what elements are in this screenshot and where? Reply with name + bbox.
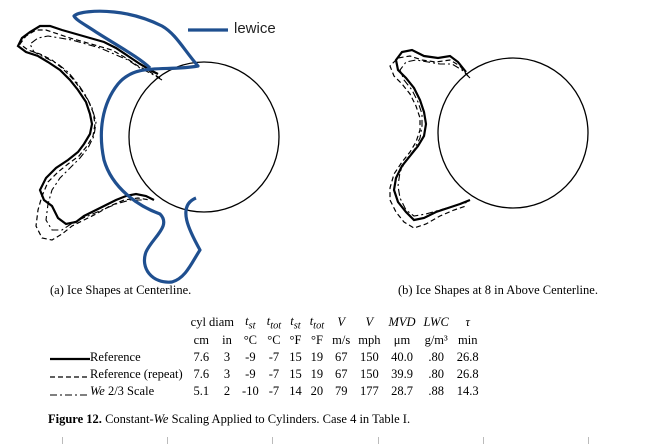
table-cell: 2 (223, 383, 231, 398)
table-cell: -7 (268, 366, 280, 381)
header-v-ms: V (337, 315, 346, 330)
table-cell: 7.6 (193, 349, 210, 364)
unit-cell: min (458, 332, 478, 347)
table-cell: 150 (359, 349, 379, 364)
caption-text-after: Scaling Applied to Cylinders. Case 4 in … (168, 412, 411, 426)
unit-cell: °F (289, 332, 302, 347)
tick-mark (483, 437, 484, 444)
table-row-scale: We 2/3 Scale 5.1 2 -10 -7 14 20 79 177 2… (46, 383, 483, 400)
header-subscript: tot (270, 320, 282, 332)
figure-number: Figure 12. (48, 412, 102, 426)
tick-mark (588, 437, 589, 444)
header-tst-f: tst (285, 314, 306, 332)
header-ttot-f: ttot (306, 314, 328, 332)
header-symbol: t (309, 314, 314, 328)
unit-cell: g/m³ (424, 332, 448, 347)
cylinder-a (128, 61, 280, 213)
ice-reference-repeat-b (389, 55, 469, 229)
unit-cell: μm (393, 332, 411, 347)
test-conditions-table: cyl diam tst ttot tst ttot V V MVD LWC τ… (46, 314, 483, 400)
table-cell: 5.1 (193, 383, 210, 398)
figure-caption: Figure 12. Constant-We Scaling Applied t… (48, 412, 410, 427)
ice-reference-repeat-a (19, 29, 161, 241)
tick-mark (272, 437, 273, 444)
unit-cell: in (222, 332, 232, 347)
tick-mark (378, 437, 379, 444)
row-label-text: 2/3 Scale (104, 383, 155, 398)
header-subscript: tot (313, 320, 325, 332)
table-cell: 19 (310, 366, 324, 381)
ice-scale-b (397, 59, 471, 217)
table-cell: 3 (223, 349, 231, 364)
caption-text-italic: We (153, 412, 169, 426)
unit-cell: m/s (332, 332, 351, 347)
header-lwc: LWC (423, 315, 449, 330)
table-cell: 14.3 (456, 383, 479, 398)
unit-cell: °C (243, 332, 258, 347)
table-cell: 15 (289, 366, 302, 381)
header-ttot-c: ttot (263, 314, 285, 332)
table-row-reference-repeat: Reference (repeat) 7.6 3 -9 -7 15 19 67 … (46, 366, 483, 383)
table-cell: 40.0 (391, 349, 413, 364)
header-symbol: t (290, 314, 294, 328)
header-subscript: st (293, 320, 301, 332)
table-cell: -7 (268, 349, 280, 364)
header-tst-c: tst (238, 314, 263, 332)
table-cell: .80 (428, 366, 444, 381)
unit-cell: °F (310, 332, 323, 347)
table-cell: 19 (310, 349, 324, 364)
table-cell: 67 (334, 366, 348, 381)
unit-cell: mph (358, 332, 381, 347)
page-tick-marks (0, 437, 651, 444)
table-cell: -9 (245, 349, 256, 364)
table-cell: 20 (310, 383, 324, 398)
panel-a-caption: (a) Ice Shapes at Centerline. (50, 283, 192, 297)
row-label: We 2/3 Scale (90, 383, 187, 400)
panel-b-caption: (b) Ice Shapes at 8 in Above Centerline. (398, 283, 598, 297)
ice-scale-a (29, 35, 163, 231)
header-cyl-diam: cyl diam (190, 315, 235, 330)
table-cell: 177 (359, 383, 379, 398)
cylinder-b (437, 57, 589, 209)
caption-text-before: Constant- (101, 412, 154, 426)
unit-cell: cm (193, 332, 209, 347)
table-cell: -10 (242, 383, 259, 398)
tick-mark (167, 437, 168, 444)
table-cell: -9 (245, 366, 256, 381)
table-cell: 150 (359, 366, 379, 381)
table-cell: .80 (428, 349, 444, 364)
ice-reference-b (392, 48, 471, 222)
ice-lewice-a (72, 9, 202, 284)
header-mvd: MVD (388, 315, 416, 330)
table-cell: 26.8 (456, 349, 479, 364)
table-cell: 3 (223, 366, 231, 381)
ice-reference-a (16, 24, 159, 226)
row-label: Reference (repeat) (90, 366, 183, 381)
table-cell: -7 (268, 383, 280, 398)
row-label-prefix: We (90, 383, 105, 398)
table-cell: 39.9 (391, 366, 413, 381)
header-tau: τ (465, 315, 470, 330)
table-cell: 14 (289, 383, 302, 398)
table-cell: 28.7 (391, 383, 413, 398)
table-cell: 26.8 (456, 366, 479, 381)
table-units-row: cm in °C °C °F °F m/s mph μm g/m³ min (46, 332, 483, 349)
table-cell: 79 (334, 383, 348, 398)
table-cell: .88 (428, 383, 444, 398)
table-cell: 7.6 (193, 366, 210, 381)
table-cell: 67 (334, 349, 348, 364)
header-v-mph: V (365, 315, 374, 330)
table-cell: 15 (289, 349, 302, 364)
table-header-row: cyl diam tst ttot tst ttot V V MVD LWC τ (46, 314, 483, 332)
header-symbol: t (266, 314, 271, 328)
unit-cell: °C (267, 332, 281, 347)
header-subscript: st (248, 320, 256, 332)
row-label: Reference (90, 349, 141, 364)
tick-mark (62, 437, 63, 444)
table-row-reference: Reference 7.6 3 -9 -7 15 19 67 150 40.0 … (46, 349, 483, 366)
lewice-legend-label: lewice (234, 20, 276, 37)
header-symbol: t (245, 314, 249, 328)
